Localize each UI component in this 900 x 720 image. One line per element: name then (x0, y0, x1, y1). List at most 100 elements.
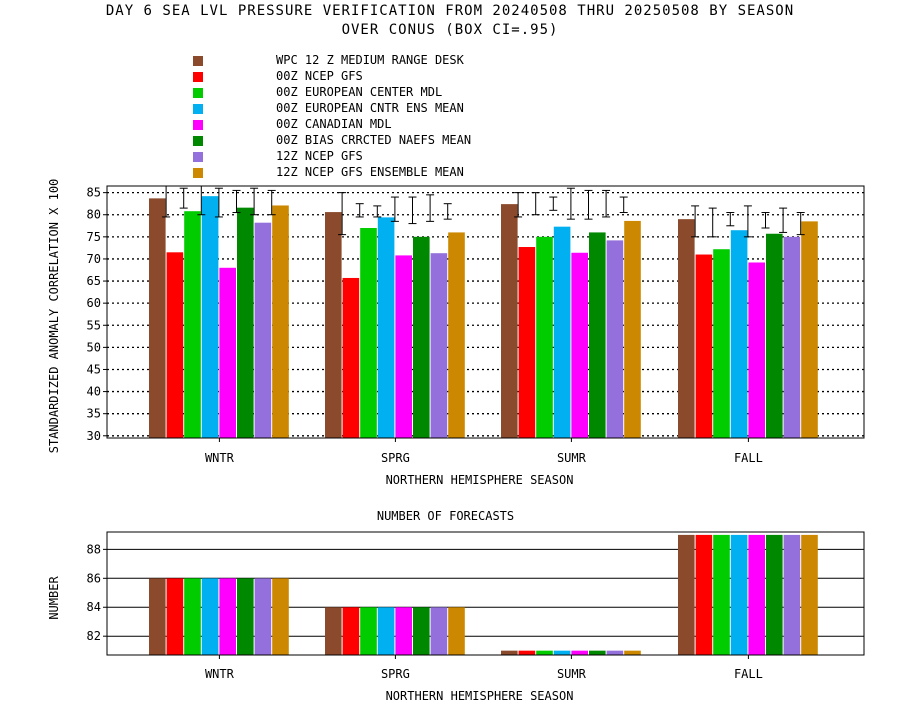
y-tick-label: 45 (87, 362, 101, 376)
count-y-tick-label: 88 (87, 542, 101, 556)
count-bar (149, 578, 166, 655)
bar (518, 247, 536, 438)
legend-swatch (193, 120, 203, 130)
bar (713, 249, 730, 438)
legend-swatch (193, 56, 203, 66)
x-tick-label: SUMR (557, 451, 587, 465)
count-bar (413, 607, 430, 655)
bar (413, 236, 430, 438)
chart-title-line-2: OVER CONUS (BOX CI=.95) (341, 22, 559, 38)
bar (272, 205, 289, 438)
count-bar (553, 650, 571, 655)
count-y-tick-label: 86 (87, 571, 101, 585)
count-bar (730, 534, 748, 655)
y-tick-label: 35 (87, 407, 101, 421)
legend-label: WPC 12 Z MEDIUM RANGE DESK (276, 53, 464, 67)
count-bar (272, 578, 289, 655)
bar (377, 217, 395, 438)
count-x-tick-label: SUMR (557, 667, 587, 681)
bar (695, 254, 713, 438)
legend-swatch (193, 152, 203, 162)
legend-label: 00Z EUROPEAN CENTER MDL (276, 85, 443, 99)
bar (783, 236, 801, 438)
bar (166, 252, 184, 438)
count-x-tick-label: WNTR (205, 667, 235, 681)
y-tick-label: 50 (87, 340, 101, 354)
count-bar (748, 534, 765, 655)
count-bar (606, 650, 624, 655)
x-tick-label: FALL (734, 451, 763, 465)
bar (395, 255, 412, 438)
bar (254, 222, 272, 438)
count-x-tick-label: FALL (734, 667, 763, 681)
legend-swatch (193, 72, 203, 82)
bar (730, 230, 748, 438)
count-y-tick-label: 84 (87, 600, 101, 614)
x-axis-title: NORTHERN HEMISPHERE SEASON (386, 473, 574, 487)
legend-label: 12Z NCEP GFS (276, 149, 363, 163)
y-tick-label: 30 (87, 429, 101, 443)
count-bar (360, 607, 377, 655)
bar (149, 198, 166, 438)
y-tick-label: 40 (87, 385, 101, 399)
bar (360, 228, 377, 438)
y-tick-label: 70 (87, 252, 101, 266)
legend-label: 00Z BIAS CRRCTED NAEFS MEAN (276, 133, 472, 147)
legend-label: 00Z EUROPEAN CNTR ENS MEAN (276, 101, 464, 115)
bar (342, 277, 360, 438)
count-bar (342, 607, 360, 655)
y-tick-label: 75 (87, 230, 101, 244)
count-bar (166, 578, 184, 655)
count-bar (501, 650, 518, 655)
chart-title-line-1: DAY 6 SEA LVL PRESSURE VERIFICATION FROM… (105, 3, 795, 19)
x-tick-label: SPRG (381, 451, 410, 465)
count-chart-title: NUMBER OF FORECASTS (377, 509, 514, 523)
count-bar (624, 650, 641, 655)
bar (571, 252, 588, 438)
count-bar (448, 607, 465, 655)
count-bar (571, 650, 588, 655)
bar (589, 232, 606, 438)
bar (536, 236, 553, 438)
y-tick-label: 80 (87, 208, 101, 222)
count-bar (766, 534, 783, 655)
count-bar (536, 650, 553, 655)
legend-label: 00Z NCEP GFS (276, 69, 363, 83)
count-bar (430, 607, 448, 655)
count-bar (801, 534, 818, 655)
bar (624, 220, 641, 438)
bar (748, 262, 765, 438)
count-plot-frame (106, 531, 865, 656)
y-tick-label: 85 (87, 186, 101, 200)
count-x-tick-label: SPRG (381, 667, 410, 681)
plot-frame (106, 185, 865, 439)
count-bar (325, 607, 342, 655)
y-tick-label: 65 (87, 274, 101, 288)
legend-label: 12Z NCEP GFS ENSEMBLE MEAN (276, 165, 464, 179)
bar (678, 219, 695, 438)
bar (766, 233, 783, 438)
count-bar (254, 578, 272, 655)
count-y-axis-title: NUMBER (47, 576, 61, 620)
count-bar (713, 534, 730, 655)
count-bar (184, 578, 201, 655)
count-bar (237, 578, 254, 655)
legend-swatch (193, 104, 203, 114)
bar (325, 212, 342, 438)
bar (501, 204, 518, 438)
bar (606, 240, 624, 438)
count-y-tick-label: 82 (87, 629, 101, 643)
y-axis-title: STANDARDIZED ANOMALY CORRELATION X 100 (47, 179, 61, 454)
count-bar (518, 650, 536, 655)
legend-label: 00Z CANADIAN MDL (276, 117, 392, 131)
count-bar (695, 534, 713, 655)
y-tick-label: 55 (87, 318, 101, 332)
bar (237, 207, 254, 438)
bar (184, 211, 201, 438)
count-bar (377, 607, 395, 655)
legend-swatch (193, 88, 203, 98)
bar (430, 253, 448, 438)
legend-swatch (193, 136, 203, 146)
count-bar (219, 578, 236, 655)
legend-swatch (193, 168, 203, 178)
